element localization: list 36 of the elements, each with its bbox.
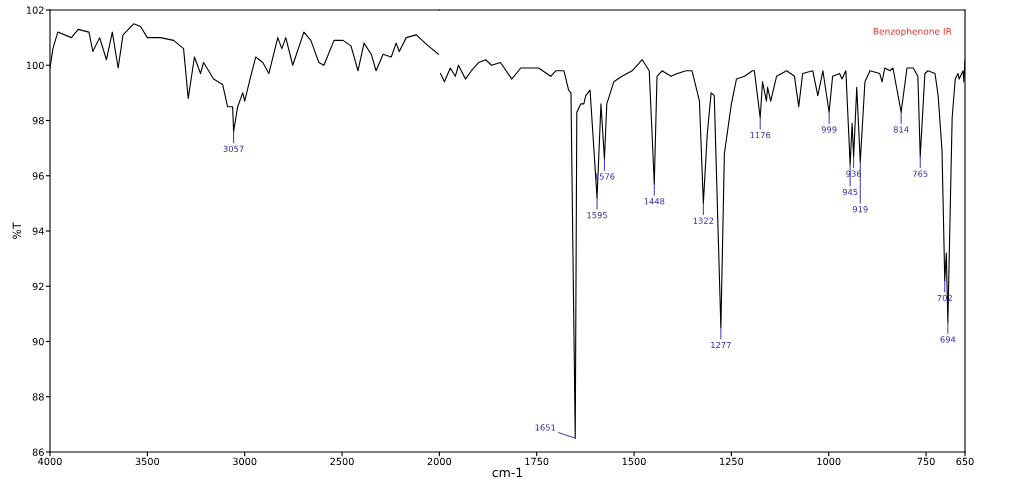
x-tick-label: 650 (956, 457, 974, 466)
annotation: 814 (893, 126, 909, 133)
y-tick-label: 100 (26, 61, 44, 70)
annotation: 765 (912, 170, 928, 177)
x-tick-label: 1000 (817, 457, 841, 466)
x-axis-title: cm-1 (492, 467, 523, 478)
x-tick-label: 3500 (135, 457, 160, 466)
x-tick-label: 750 (917, 457, 935, 466)
y-tick-label: 90 (32, 337, 44, 346)
x-tick-label: 1250 (720, 457, 744, 466)
annotation: 1595 (587, 212, 607, 219)
y-tick-label: 94 (32, 227, 44, 235)
annotation: 694 (940, 336, 956, 343)
y-tick-label: 102 (26, 6, 44, 14)
y-tick-label: 92 (32, 282, 44, 291)
annotation: 919 (852, 206, 868, 213)
annotation: 945 (842, 188, 858, 196)
annotation: 999 (821, 126, 837, 133)
y-tick-label: 86 (32, 448, 44, 456)
x-tick-label: 1500 (622, 457, 646, 466)
annotation: 1277 (711, 341, 731, 349)
x-tick-label: 4000 (38, 457, 62, 466)
y-axis-title: %T (12, 222, 21, 240)
annotation: 1322 (693, 217, 714, 224)
annotation: 1651 (535, 424, 556, 431)
y-tick-label: 96 (32, 172, 44, 180)
annotation: 1176 (750, 131, 771, 139)
x-tick-label: 2000 (427, 457, 452, 466)
y-tick-label: 98 (32, 116, 44, 125)
x-tick-label: 3000 (233, 457, 257, 466)
y-tick-label: 88 (32, 393, 44, 401)
x-tick-label: 1750 (525, 457, 549, 466)
annotation: 1448 (644, 198, 665, 205)
x-tick-label: 2500 (330, 457, 354, 466)
text: Benzophenone IR (873, 27, 952, 37)
annotation: 3057 (223, 145, 244, 152)
